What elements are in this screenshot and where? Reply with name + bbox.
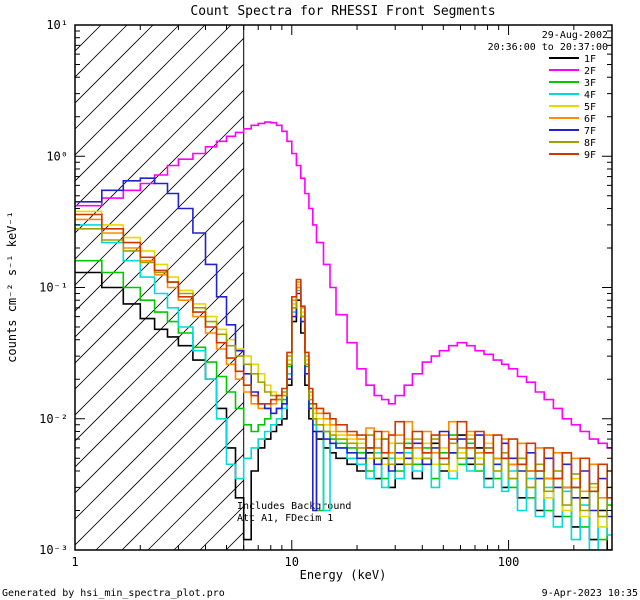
observation-date: 29-Aug-2002 xyxy=(542,30,608,41)
y-tick-label: 10⁻¹ xyxy=(39,281,68,295)
y-axis-label: counts cm⁻² s⁻¹ keV⁻¹ xyxy=(5,211,19,363)
x-tick-label: 10 xyxy=(285,555,299,569)
annotation-attenuator: Att A1, FDecim 1 xyxy=(237,513,333,524)
footer-timestamp: 9-Apr-2023 10:35 xyxy=(542,588,638,599)
legend-label-8F: 8F xyxy=(584,138,596,149)
x-axis-label: Energy (keV) xyxy=(300,568,387,582)
x-tick-label: 1 xyxy=(71,555,78,569)
series-group xyxy=(75,121,612,550)
legend-label-1F: 1F xyxy=(584,54,596,65)
legend-label-2F: 2F xyxy=(584,66,596,77)
legend-label-5F: 5F xyxy=(584,102,596,113)
observation-time-range: 20:36:00 to 20:37:00 xyxy=(488,42,608,53)
legend-label-3F: 3F xyxy=(584,78,596,89)
series-2F xyxy=(75,121,612,449)
footer-generator: Generated by hsi_min_spectra_plot.pro xyxy=(2,588,225,599)
tick-marks xyxy=(74,24,612,551)
series-9F xyxy=(75,213,612,499)
x-tick-label: 100 xyxy=(498,555,520,569)
legend-label-7F: 7F xyxy=(584,126,596,137)
y-tick-label: 10¹ xyxy=(46,18,68,32)
legend-label-4F: 4F xyxy=(584,90,596,101)
legend-label-9F: 9F xyxy=(584,150,596,161)
y-tick-label: 10⁰ xyxy=(46,149,68,163)
chart-title: Count Spectra for RHESSI Front Segments xyxy=(190,4,495,19)
y-tick-label: 10⁻³ xyxy=(39,543,68,557)
annotation-background: Includes Background xyxy=(237,501,351,512)
legend-label-6F: 6F xyxy=(584,114,596,125)
y-tick-label: 10⁻² xyxy=(39,412,68,426)
